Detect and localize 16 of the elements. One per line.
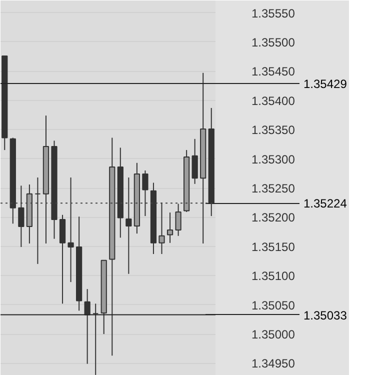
y-tick-label: 1.35450 — [252, 64, 296, 79]
y-tick-label: 1.35400 — [252, 94, 296, 108]
y-tick-label: 1.35350 — [252, 123, 296, 138]
y-tick-label: 1.35050 — [252, 298, 296, 312]
ref-line-label: 1.35033 — [304, 308, 348, 322]
y-tick-label: 1.35100 — [252, 269, 296, 284]
ref-line-label: 1.35429 — [304, 76, 348, 91]
y-tick-label: 1.35200 — [252, 210, 296, 225]
y-tick-label: 1.35150 — [252, 240, 296, 254]
y-tick-label: 1.35500 — [252, 35, 296, 50]
y-tick-label: 1.35550 — [252, 6, 296, 20]
y-tick-label: 1.35250 — [252, 182, 296, 196]
y-tick-label: 1.34950 — [252, 356, 296, 371]
y-tick-label: 1.35000 — [252, 328, 296, 342]
y-tick-label: 1.35300 — [252, 152, 296, 166]
ref-line-label: 1.35224 — [304, 196, 348, 211]
